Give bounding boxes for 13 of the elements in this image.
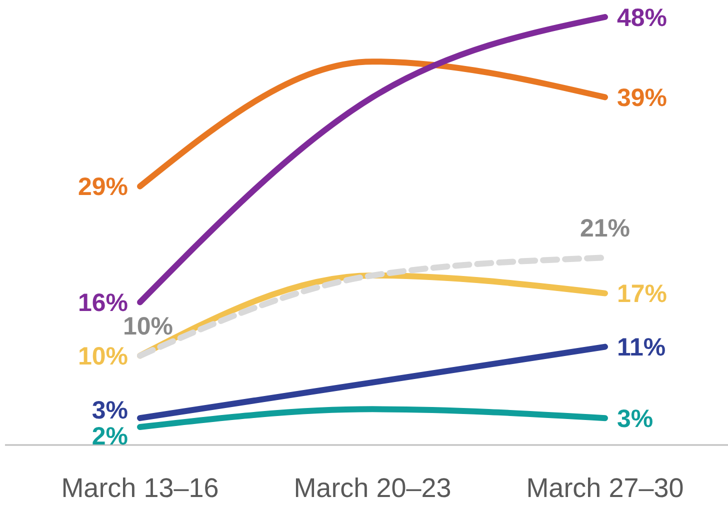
data-label: 3% xyxy=(92,396,128,424)
x-tick-label: March 13–16 xyxy=(61,473,219,503)
data-label: 17% xyxy=(617,280,668,308)
data-label: 10% xyxy=(78,342,128,370)
data-label: 11% xyxy=(617,334,666,362)
data-label: 29% xyxy=(78,173,128,202)
x-tick-label: March 27–30 xyxy=(526,473,684,503)
data-label: 39% xyxy=(617,84,668,112)
data-label: 48% xyxy=(617,4,668,32)
data-label: 21% xyxy=(580,214,630,242)
data-label: 3% xyxy=(617,404,654,433)
x-tick-label: March 20–23 xyxy=(294,473,452,503)
data-label: 2% xyxy=(92,422,128,450)
